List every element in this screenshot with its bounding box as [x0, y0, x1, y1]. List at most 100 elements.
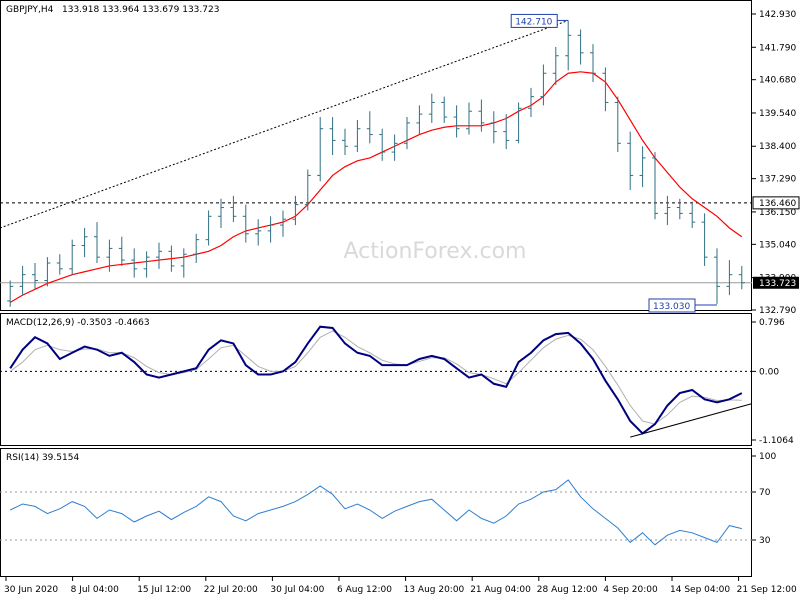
- candle: [453, 105, 460, 138]
- trough-callout-label: 133.030: [653, 302, 690, 312]
- candle: [515, 102, 522, 144]
- candle: [44, 257, 51, 287]
- candle: [106, 239, 113, 272]
- candle: [738, 265, 745, 290]
- candle: [416, 105, 423, 135]
- candle: [540, 64, 547, 106]
- macd-panel-frame: [0, 313, 752, 446]
- level-label-box: [752, 196, 800, 210]
- candle: [577, 29, 584, 65]
- time-tick-label: 22 Jul 20:00: [204, 585, 258, 595]
- rsi-tick-label: 100: [759, 452, 776, 462]
- candle: [466, 102, 472, 135]
- candle: [676, 198, 683, 220]
- time-tick-label: 21 Aug 04:00: [470, 585, 531, 595]
- price-tick-label: 132.790: [759, 306, 796, 316]
- macd-tick-label: -1.1064: [759, 436, 794, 446]
- price-tick-label: 136.150: [759, 208, 796, 218]
- candle: [627, 131, 634, 191]
- level-label: 136.460: [759, 199, 796, 209]
- time-tick-label: 15 Jul 12:00: [137, 585, 191, 595]
- candle: [441, 96, 448, 123]
- price-tick-label: 140.680: [759, 76, 796, 86]
- candle: [342, 128, 348, 155]
- time-tick-label: 28 Aug 12:00: [537, 585, 598, 595]
- candle: [652, 152, 658, 220]
- candle: [664, 195, 671, 226]
- rsi-tick-label: 30: [759, 536, 771, 546]
- candle: [180, 248, 187, 278]
- candle: [478, 99, 485, 132]
- candle: [391, 134, 398, 161]
- candle: [56, 254, 63, 275]
- price-tick-label: 135.040: [759, 240, 796, 250]
- time-tick-label: 14 Sep 04:00: [670, 585, 730, 595]
- price-tick-label: 139.540: [759, 109, 796, 119]
- time-tick-label: 21 Sep 12:00: [737, 585, 797, 595]
- moving-average-line: [9, 71, 743, 303]
- candle: [366, 111, 373, 144]
- macd-support-trendline: [630, 403, 753, 438]
- last-price-label: 133.723: [759, 279, 796, 289]
- rsi-line: [9, 479, 742, 546]
- candle: [19, 265, 26, 296]
- candle: [503, 114, 510, 150]
- price-tick-label: 137.290: [759, 175, 796, 185]
- time-tick-label: 30 Jun 2020: [4, 585, 58, 595]
- candle: [168, 245, 175, 272]
- candle: [639, 146, 646, 188]
- macd-plot: 0.796 0.00 -1.1064: [0, 318, 794, 446]
- rsi-panel-frame: [0, 448, 752, 577]
- time-tick-label: 30 Jul 04:00: [270, 585, 324, 595]
- watermark: ActionForex.com: [344, 239, 527, 264]
- ohlc-readout: 133.918 133.964 133.679 133.723: [62, 5, 219, 15]
- last-price-badge: [753, 276, 799, 289]
- candle: [726, 260, 733, 296]
- candle: [230, 195, 237, 223]
- candle: [552, 46, 559, 85]
- candle: [292, 195, 299, 226]
- candle: [267, 216, 274, 243]
- candle: [317, 117, 324, 182]
- macd-header: MACD(12,26,9) -0.3503 -0.4663: [6, 318, 150, 328]
- rsi-tick-label: 70: [759, 488, 771, 498]
- candle: [404, 117, 410, 150]
- candle: [565, 20, 572, 71]
- macd-tick-label: 0.00: [759, 367, 779, 377]
- symbol-title: GBPJPY,H4: [6, 5, 54, 15]
- candle: [280, 210, 286, 237]
- candle: [32, 263, 38, 290]
- time-tick-label: 6 Aug 12:00: [337, 585, 392, 595]
- macd-line: [9, 325, 743, 435]
- macd-signal-line: [9, 330, 742, 425]
- candle: [218, 198, 224, 228]
- candle: [156, 242, 162, 269]
- candle: [602, 67, 609, 112]
- candle: [490, 111, 497, 144]
- candle: [205, 210, 212, 246]
- candle: [94, 222, 100, 264]
- candle: [118, 236, 125, 266]
- peak-callout-label: 142.710: [515, 17, 552, 27]
- candle: [714, 248, 720, 304]
- candle: [131, 248, 138, 278]
- candle: [329, 117, 336, 155]
- candle: [614, 96, 621, 153]
- resistance-trendline: [0, 19, 569, 229]
- rsi-header: RSI(14) 39.5154: [6, 453, 79, 463]
- time-tick-label: 8 Jul 04:00: [71, 585, 120, 595]
- price-axis: 142.930 141.790 140.680 139.540 138.400 137.2…: [752, 10, 800, 316]
- candle: [81, 227, 88, 258]
- candle: [193, 233, 200, 264]
- price-tick-label: 138.400: [759, 142, 796, 152]
- price-plot: 142.710 133.030: [0, 13, 752, 313]
- candle: [143, 251, 150, 278]
- rsi-plot: 100 70 30: [0, 452, 776, 546]
- price-tick-label: 141.790: [759, 43, 796, 53]
- time-tick-label: 4 Sep 20:00: [603, 585, 658, 595]
- candle: [689, 201, 696, 228]
- candle: [242, 204, 249, 243]
- candle: [428, 93, 435, 123]
- candle: [69, 239, 76, 275]
